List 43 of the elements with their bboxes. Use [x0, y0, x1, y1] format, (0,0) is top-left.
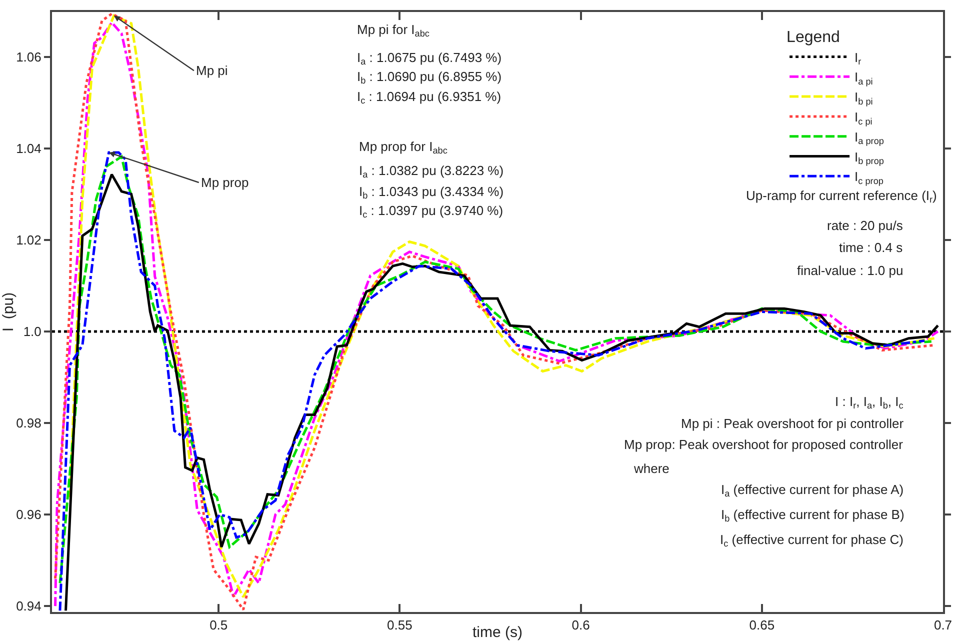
annotation: I$_{c}$ : 1.0694 pu (6.9351 %): [357, 89, 502, 106]
legend-label: I$_{b pi}$: [854, 90, 873, 106]
legend-title: Legend: [786, 28, 840, 46]
x-tick-label: 0.65: [749, 618, 775, 633]
annotation: I$_{c}$ (effective current for phase C): [720, 532, 904, 549]
y-tick-label: 1.06: [16, 49, 42, 64]
annotation: I$_{b}$ (effective current for phase B): [721, 507, 904, 524]
x-axis-title: time (s): [472, 624, 522, 641]
x-tick-label: 0.5: [210, 618, 228, 633]
annotation: I$_{b}$ : 1.0690 pu (6.8955 %): [357, 69, 502, 86]
legend-label: I$_{c pi}$: [854, 110, 872, 126]
y-tick-label: 0.98: [16, 416, 42, 431]
annotation: Mp prop: [201, 175, 249, 190]
annotation: Mp pi for I$_{abc}$: [357, 22, 430, 39]
y-axis-title: I (pu): [0, 292, 17, 332]
legend-label: I$_{b prop}$: [854, 149, 884, 166]
annotation: I$_{c}$ : 1.0397 pu (3.9740 %): [359, 203, 504, 220]
annotation: where: [633, 461, 670, 476]
annotation: final-value : 1.0 pu: [797, 263, 904, 278]
annotation: Mp prop: Peak overshoot for proposed controller: [624, 437, 904, 452]
y-tick-label: 1.04: [16, 140, 42, 156]
annotation: rate : 20 pu/s: [827, 218, 904, 233]
legend-label: I$_{a prop}$: [854, 129, 884, 146]
x-tick-label: 0.6: [572, 618, 590, 633]
y-tick-label: 0.96: [16, 507, 42, 522]
annotation: I$_{a}$ : 1.0382 pu (3.8223 %): [359, 163, 504, 180]
annotation: I$_{a}$ (effective current for phase A): [721, 482, 904, 499]
x-tick-label: 0.55: [387, 618, 412, 633]
annotation: Mp pi: [196, 63, 228, 78]
annotation: Up-ramp for current reference (I$_{r}$): [746, 188, 937, 205]
y-tick-label: 1.02: [16, 232, 42, 248]
legend-label: I$_{c prop}$: [854, 169, 884, 186]
annotation: Mp pi : Peak overshoot for pi controller: [681, 416, 904, 431]
y-tick-label: 1.0: [23, 324, 42, 339]
y-tick-label: 0.94: [16, 598, 42, 614]
annotation: I$_{b}$ : 1.0343 pu (3.4334 %): [359, 184, 504, 201]
annotation: I : I$_{r}$, I$_{a}$, I$_{b}$, I$_{c}$: [835, 394, 904, 411]
annotation: I$_{a}$ : 1.0675 pu (6.7493 %): [357, 50, 502, 67]
legend-label: I$_{a pi}$: [854, 70, 873, 86]
x-tick-label: 0.7: [934, 618, 952, 633]
annotation: Mp prop for I$_{abc}$: [359, 139, 448, 156]
annotation: time : 0.4 s: [839, 240, 904, 255]
legend-label: I$_{r}$: [854, 50, 862, 67]
